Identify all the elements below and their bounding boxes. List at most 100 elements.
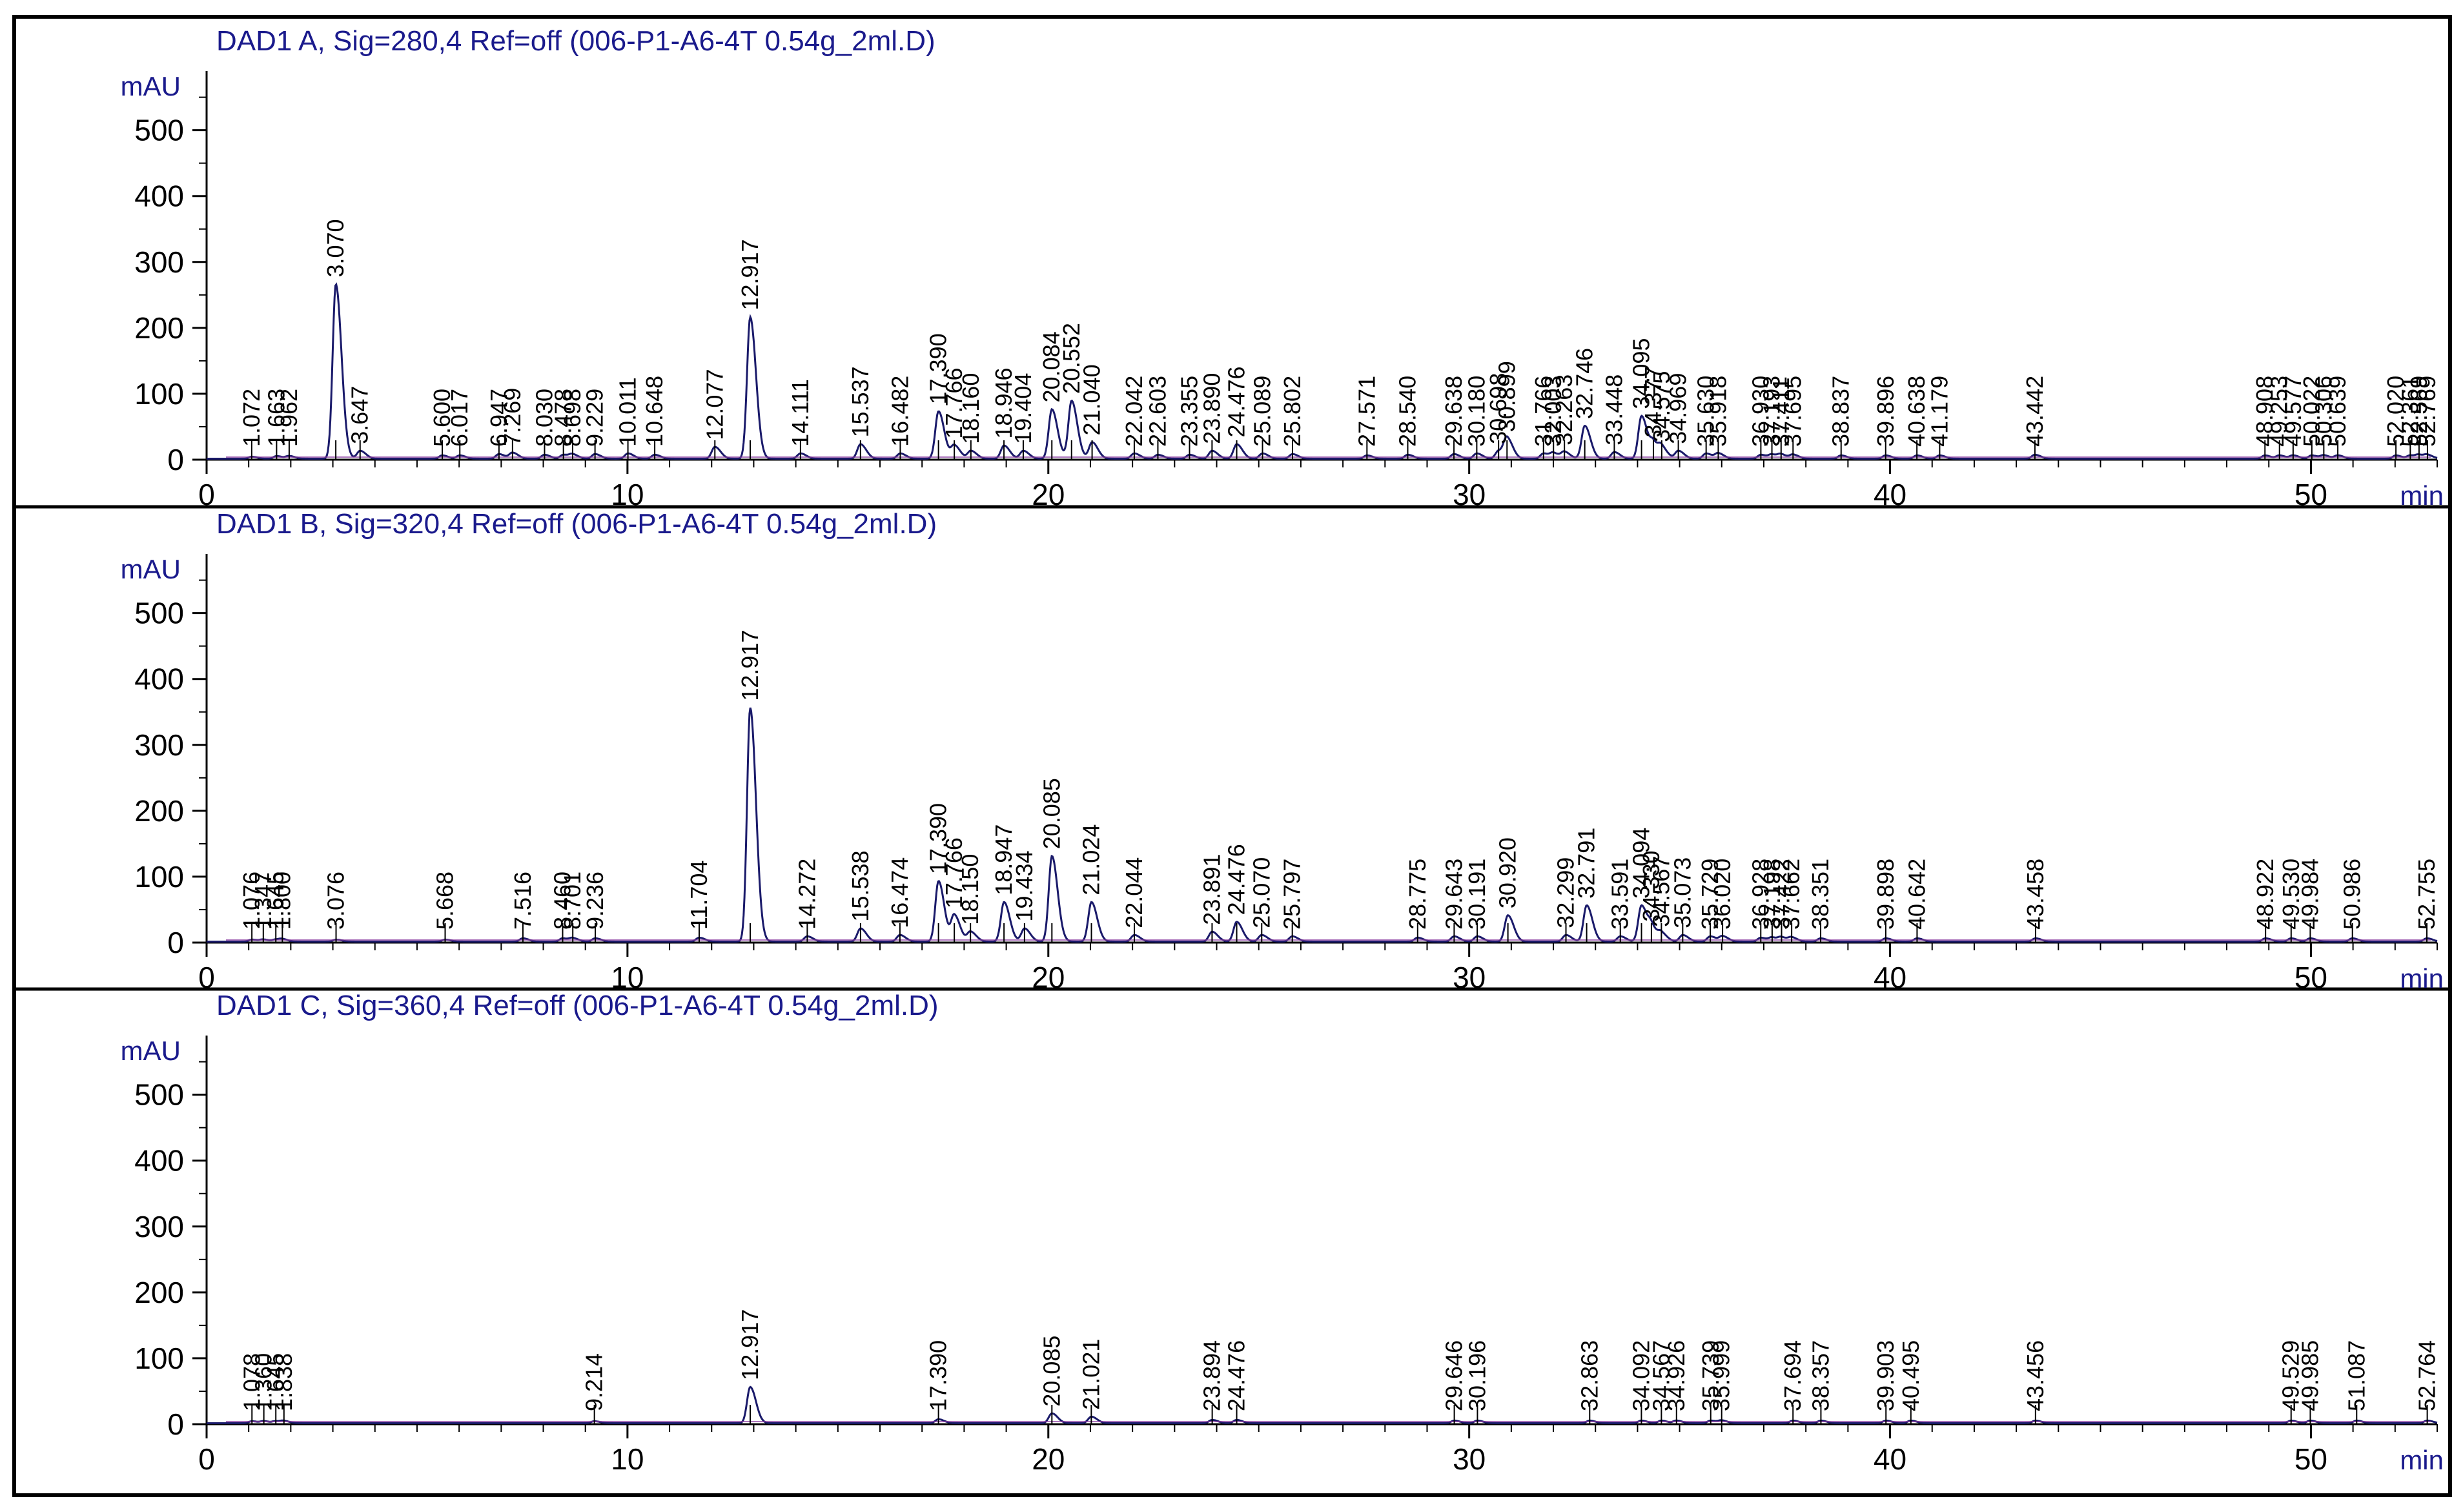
peak-label: 1.347 [250,872,276,930]
peak-label: 24.476 [1223,1340,1250,1411]
peak-label: 28.540 [1394,376,1420,447]
peak-label: 34.095 [1628,338,1655,409]
peak-label: 1.360 [250,1353,277,1411]
y-tick-label: 300 [134,1210,184,1243]
peak-label: 3.647 [347,386,373,444]
peak-label: 1.078 [238,1353,265,1411]
x-axis-unit: min [2400,1445,2444,1475]
y-axis-unit: mAU [121,1036,181,1066]
peak-label: 40.638 [1903,376,1930,447]
peak-label: 23.890 [1198,373,1225,444]
peak-label: 10.648 [641,376,668,447]
peak-label: 1.800 [269,872,295,930]
peak-label: 22.042 [1121,376,1147,447]
peak-label: 27.571 [1353,376,1380,447]
x-tick-label: 30 [1453,478,1486,511]
x-tick-label: 20 [1032,961,1065,994]
x-tick-label: 50 [2294,478,2327,511]
peak-label: 16.482 [886,376,913,447]
peak-label: 33.591 [1607,859,1633,930]
peak-label: 34.926 [1663,1340,1690,1411]
x-tick-label: 50 [2294,1442,2327,1476]
peak-label: 10.011 [615,377,641,446]
peak-label: 34.969 [1665,373,1691,444]
peak-label: 30.698 [1485,373,1511,444]
peak-label: 20.552 [1058,323,1085,394]
peak-label: 18.946 [990,367,1017,438]
x-tick-label: 40 [1874,1442,1906,1476]
peak-label: 9.214 [581,1353,608,1411]
peak-label: 17.766 [941,367,967,438]
x-axis-unit: min [2400,963,2444,994]
peak-label: 12.077 [701,369,728,440]
peak-label: 21.021 [1078,1339,1104,1410]
peak-label: 34.092 [1628,1340,1654,1411]
peak-label: 22.603 [1144,376,1170,447]
peak-label: 32.746 [1571,348,1598,419]
peak-label: 40.642 [1903,859,1930,930]
x-tick-label: 30 [1453,1442,1486,1476]
peak-label: 8.030 [531,389,557,447]
x-axis-unit: min [2400,480,2444,511]
peak-label: 43.456 [2022,1340,2049,1411]
x-tick-label: 30 [1453,961,1486,994]
peak-label: 51.087 [2343,1340,2369,1411]
y-tick-label: 500 [134,1078,184,1112]
peak-label: 19.434 [1011,850,1037,921]
y-axis-unit: mAU [121,554,181,584]
peak-label: 35.729 [1697,859,1723,930]
panel-title: DAD1 A, Sig=280,4 Ref=off (006-P1-A6-4T … [216,25,935,57]
peak-label: 11.704 [686,861,712,930]
peak-label: 28.775 [1404,859,1431,930]
y-tick-label: 0 [167,1407,184,1441]
peak-label: 35.630 [1693,376,1719,447]
peak-label: 52.755 [2413,859,2440,930]
peak-label: 35.999 [1708,1340,1735,1411]
y-tick-label: 100 [134,860,184,894]
peak-label: 43.442 [2021,376,2048,447]
peak-label: 34.567 [1648,1340,1674,1411]
peak-label: 34.575 [1648,371,1675,442]
peak-label: 52.769 [2414,376,2440,447]
peak-label: 14.272 [793,859,820,930]
y-tick-label: 200 [134,311,184,345]
peak-label: 24.476 [1223,844,1250,915]
peak-label: 1.838 [271,1353,297,1411]
peak-label: 17.390 [925,333,952,404]
chromatogram-panel-3: DAD1 C, Sig=360,4 Ref=off (006-P1-A6-4T … [121,990,2444,1476]
peak-label: 6.017 [446,389,473,447]
x-tick-label: 40 [1874,961,1906,994]
peak-label: 23.891 [1198,854,1225,925]
peak-label: 23.355 [1176,376,1202,447]
y-tick-label: 300 [134,728,184,762]
peak-label: 3.070 [322,219,349,277]
y-tick-label: 200 [134,794,184,828]
peak-label: 52.764 [2414,1340,2440,1411]
peak-label: 14.111 [787,379,813,447]
peak-label: 8.698 [559,389,586,447]
peak-label: 7.516 [509,872,536,930]
peak-label: 52.020 [2382,376,2409,447]
peak-label: 8.460 [549,872,575,930]
x-tick-label: 0 [198,961,215,994]
y-tick-label: 100 [134,377,184,411]
peak-label: 52.569 [2406,376,2432,447]
peak-label: 12.917 [737,1309,763,1380]
peak-label: 1.072 [238,389,265,447]
peak-label: 1.962 [276,389,302,447]
peak-label: 15.538 [847,850,874,921]
x-tick-label: 0 [198,1442,215,1476]
y-tick-label: 400 [134,179,184,213]
peak-label: 3.076 [323,872,349,930]
peak-label: 19.404 [1010,373,1036,444]
peak-label: 20.085 [1038,1336,1065,1407]
peak-label: 41.179 [1926,376,1952,447]
y-tick-label: 400 [134,662,184,696]
y-tick-label: 300 [134,245,184,279]
peak-label: 17.390 [925,803,952,874]
peak-label: 17.390 [925,1340,952,1411]
y-tick-label: 200 [134,1276,184,1309]
peak-label: 25.802 [1279,376,1305,447]
peak-label: 35.918 [1704,376,1731,447]
